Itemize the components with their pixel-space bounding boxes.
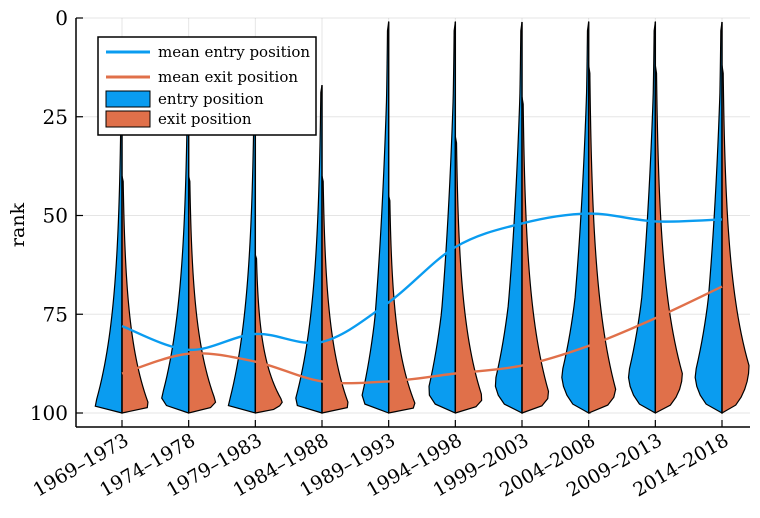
legend-label-entry: entry position: [158, 90, 264, 108]
series-line: [121, 285, 723, 385]
legend-label-mean-entry: mean entry position: [158, 43, 310, 61]
violin-exit: [654, 64, 683, 414]
violin-entry: [627, 21, 656, 414]
legend-label-exit: exit position: [158, 110, 252, 128]
y-tick-label: 50: [43, 204, 68, 228]
legend-label-mean-exit: mean exit position: [158, 68, 298, 86]
y-tick-label: 75: [43, 302, 68, 326]
violin-layer: [94, 21, 750, 415]
violin-exit: [454, 135, 483, 414]
legend: mean entry position mean exit position e…: [97, 36, 317, 136]
violin-exit: [588, 64, 617, 414]
series-line: [121, 212, 723, 352]
violin-exit: [254, 254, 283, 414]
violin-exit: [188, 175, 217, 414]
violin-exit: [321, 175, 349, 414]
violin-entry: [94, 112, 123, 414]
y-tick-label: 25: [43, 105, 68, 129]
violin-entry: [428, 21, 456, 414]
violin-exit: [721, 65, 750, 415]
violin-exit: [521, 96, 550, 414]
violin-exit: [121, 175, 149, 414]
violin-entry: [494, 21, 523, 414]
legend-swatch-entry: [105, 90, 151, 108]
violin-entry: [295, 85, 323, 414]
violin-entry: [694, 21, 723, 415]
legend-swatch-exit: [105, 110, 151, 128]
y-tick-label: 100: [30, 401, 68, 425]
line-layer: [121, 212, 723, 385]
violin-entry: [361, 21, 390, 414]
y-axis-label: rank: [7, 202, 29, 247]
y-tick-label: 0: [55, 6, 68, 30]
